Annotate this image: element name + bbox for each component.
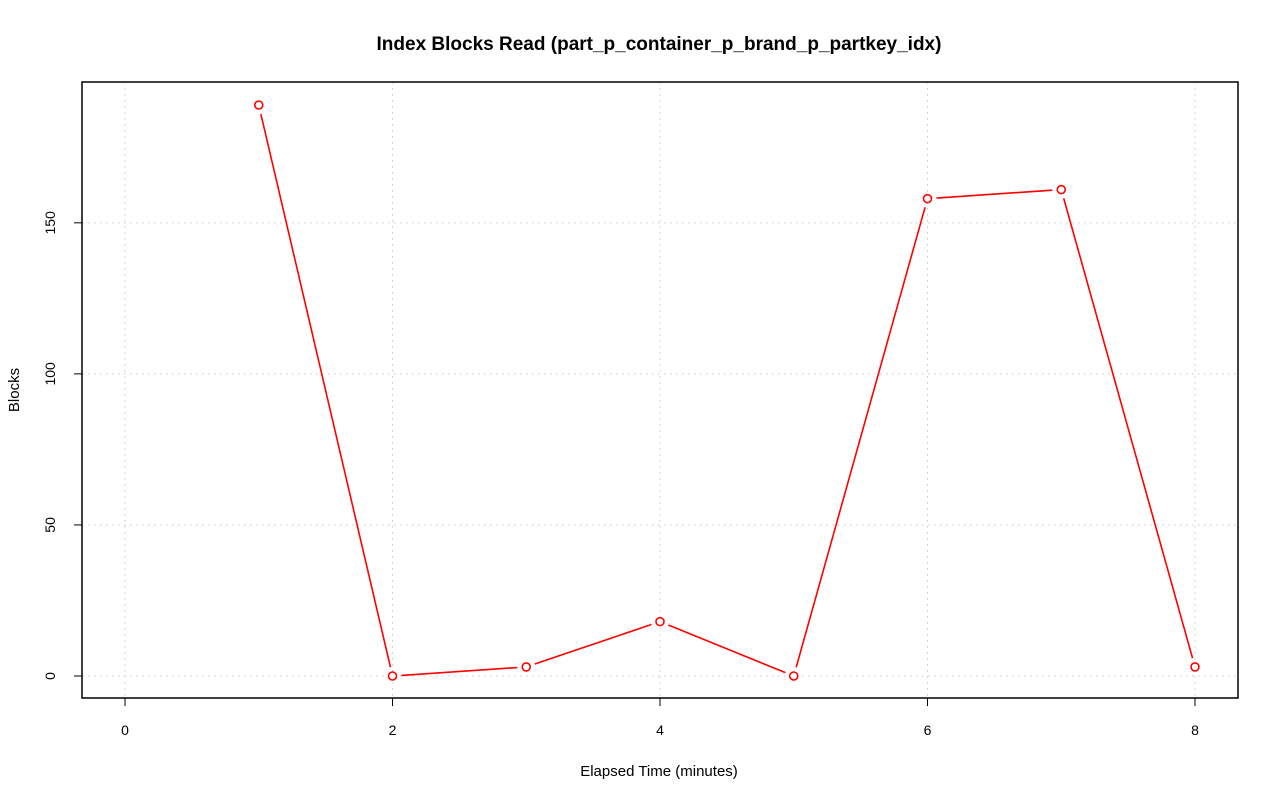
plot-frame: [81, 81, 1239, 699]
series-line-segment: [534, 623, 652, 665]
x-tick-label: 6: [924, 722, 932, 738]
grid: [82, 82, 1238, 698]
series-line-segment: [795, 207, 926, 668]
x-tick-label: 4: [656, 722, 664, 738]
data-point: [655, 616, 665, 627]
x-axis: 0 2 4 6 8: [121, 697, 1199, 738]
x-axis-label: Elapsed Time (minutes): [580, 763, 738, 780]
series-line-segment: [936, 189, 1053, 199]
data-point: [788, 671, 799, 681]
y-tick-label: 50: [42, 517, 58, 533]
y-tick-label: 0: [42, 672, 58, 680]
data-point: [387, 671, 398, 681]
series-line-segment: [401, 666, 518, 677]
y-axis: 0 50 100 150: [42, 211, 83, 680]
series-line-segment: [260, 113, 392, 668]
y-tick-label: 100: [42, 362, 58, 386]
data-point: [1190, 662, 1200, 672]
chart-title: Index Blocks Read (part_p_container_p_br…: [377, 34, 942, 55]
y-tick-label: 150: [42, 211, 58, 235]
data-point: [253, 100, 264, 110]
series-line-segment: [1062, 198, 1194, 659]
data-point: [922, 193, 933, 204]
data-point: [1056, 184, 1067, 195]
series-line-segment: [668, 624, 786, 674]
x-tick-label: 8: [1191, 722, 1199, 738]
y-axis-label: Blocks: [6, 368, 23, 412]
data-point: [521, 662, 532, 672]
x-tick-label: 0: [121, 722, 129, 738]
x-tick-label: 2: [389, 722, 397, 738]
series-layer: [253, 100, 1200, 681]
